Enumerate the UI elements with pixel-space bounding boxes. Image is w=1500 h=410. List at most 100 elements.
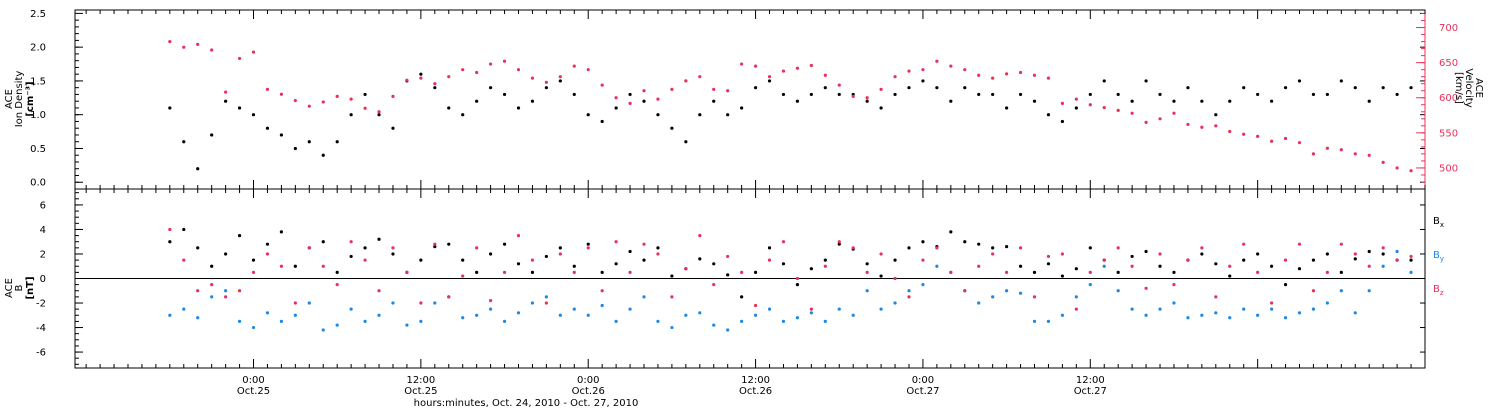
bz-point [1381, 246, 1385, 250]
velocity-point [488, 62, 493, 66]
by-point [363, 319, 367, 324]
ion-density-point [210, 133, 214, 137]
x-tick-time-label: 12:00 [741, 375, 770, 386]
velocity-point [935, 59, 939, 63]
velocity-point [809, 63, 813, 68]
bx-point [991, 246, 995, 250]
top-left-ylabel: ACE Ion Density [cm⁻³] [4, 71, 36, 128]
bz-point [1367, 264, 1371, 268]
ion-density-point [698, 113, 702, 117]
velocity-point [670, 87, 674, 91]
bottom-ytick-label: -6 [36, 348, 46, 359]
bx-point [893, 258, 897, 262]
velocity-point [377, 110, 381, 114]
ion-density-point [1088, 92, 1092, 97]
top-right-ylabel-line-1: ACE [1473, 78, 1484, 98]
bx-point [907, 246, 911, 250]
bx-point [1367, 249, 1371, 254]
by-point [1395, 249, 1399, 254]
bx-point [1214, 262, 1218, 266]
velocity-point [1130, 111, 1134, 115]
bx-point [1311, 258, 1316, 262]
top-right-ytick-label: 650 [1439, 58, 1458, 69]
velocity-point [405, 78, 409, 82]
velocity-point [210, 48, 214, 52]
by-point [168, 313, 172, 317]
bz-point [1005, 270, 1009, 274]
bz-point [991, 252, 995, 256]
bx-point [433, 245, 437, 249]
ion-density-point [237, 106, 242, 110]
bx-point [698, 257, 702, 261]
bx-point [823, 258, 827, 262]
velocity-point [293, 98, 297, 103]
top-ylabel-line-2: Ion Density [14, 71, 25, 128]
bx-point [516, 262, 521, 266]
bx-point [224, 252, 228, 256]
bz-point [447, 295, 451, 299]
velocity-point [1200, 125, 1204, 129]
bx-point [391, 252, 395, 256]
bx-point [168, 240, 172, 244]
bz-point [377, 289, 381, 293]
by-point [991, 295, 995, 299]
bz-point [1353, 252, 1357, 256]
velocity-point [1269, 139, 1274, 143]
velocity-point [251, 50, 256, 54]
by-point [614, 319, 618, 324]
by-point [781, 319, 786, 324]
velocity-point [1032, 73, 1037, 77]
bx-point [614, 262, 618, 266]
ion-density-point [935, 86, 939, 90]
ion-density-point [572, 92, 576, 97]
bx-point [530, 270, 535, 274]
by-point [1005, 289, 1009, 293]
velocity-point [1144, 120, 1148, 124]
by-point [1130, 307, 1134, 311]
ion-density-point [168, 106, 172, 110]
bz-point [1242, 242, 1246, 246]
bz-point [586, 246, 590, 250]
bx-point [210, 264, 214, 268]
velocity-point [419, 76, 423, 80]
bz-point [670, 295, 674, 299]
velocity-point [475, 70, 479, 75]
velocity-point [502, 59, 507, 63]
bz-point [405, 270, 409, 274]
bz-point [1269, 301, 1274, 305]
x-tick-time-label: 0:00 [242, 375, 264, 386]
legend-bx: Bx [1433, 216, 1444, 229]
velocity-point [1186, 122, 1190, 127]
bx-point [949, 230, 953, 234]
velocity-point [656, 97, 660, 101]
bx-point [1297, 267, 1302, 271]
ion-density-point [823, 86, 827, 90]
velocity-point [1367, 153, 1371, 157]
ion-density-point [461, 113, 465, 117]
velocity-point [586, 68, 590, 72]
ion-density-point [1102, 79, 1106, 83]
velocity-point [349, 97, 353, 101]
ion-density-point [558, 79, 562, 83]
by-point [572, 307, 576, 311]
bz-point [1144, 286, 1148, 290]
by-point [809, 311, 813, 315]
ion-density-point [865, 99, 869, 103]
velocity-point [1381, 160, 1385, 164]
velocity-point [977, 73, 981, 77]
x-tick-time-label: 12:00 [406, 375, 435, 386]
bx-point [1256, 252, 1260, 256]
velocity-point [265, 87, 270, 91]
bz-point [879, 252, 883, 256]
velocity-point [530, 76, 535, 80]
x-tick-time-label: 0:00 [577, 375, 599, 386]
ion-density-point [1005, 106, 1009, 110]
ion-density-point [307, 140, 311, 144]
bz-point [461, 274, 465, 278]
bx-point [670, 274, 674, 278]
velocity-point [1325, 146, 1329, 150]
ion-density-point [809, 92, 813, 97]
ion-density-point [1395, 92, 1399, 97]
bx-point [377, 237, 381, 241]
bz-point [293, 301, 297, 305]
